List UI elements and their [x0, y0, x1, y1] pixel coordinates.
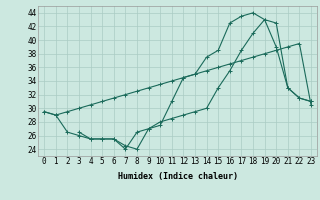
X-axis label: Humidex (Indice chaleur): Humidex (Indice chaleur) — [118, 172, 238, 181]
